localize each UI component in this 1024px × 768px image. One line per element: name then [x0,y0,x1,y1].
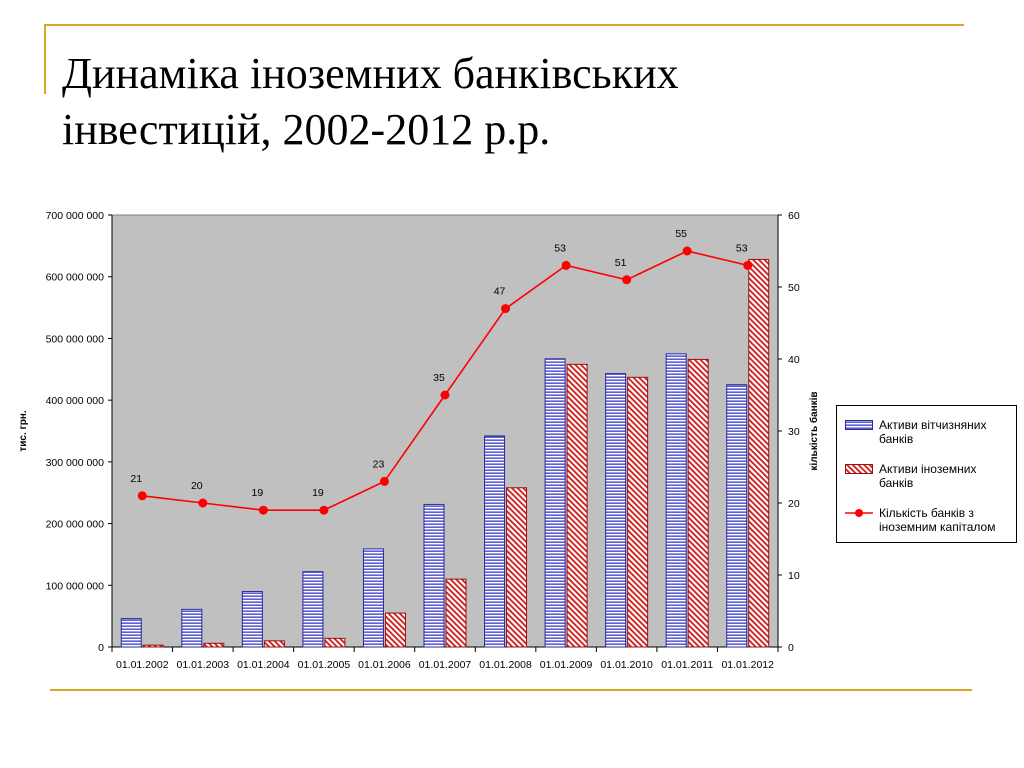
bar-domestic-assets [665,353,687,648]
chart-legend: Активи вітчизняних банків Активи іноземн… [836,405,1017,543]
bar-foreign-assets [566,363,588,648]
left-axis-tick-label: 700 000 000 [46,210,105,222]
bar-domestic-assets [120,618,142,648]
bar-foreign-assets [384,612,406,648]
point-bank-count [501,304,511,314]
bar-domestic-assets [544,358,566,648]
x-axis-tick-label: 01.01.2003 [177,659,230,671]
bar-domestic-assets [423,503,445,648]
bar-foreign-assets [687,358,709,648]
data-label-bank-count: 51 [615,257,627,269]
left-axis-tick-label: 300 000 000 [46,457,105,469]
data-label-bank-count: 55 [675,228,687,240]
right-axis-tick-label: 50 [788,282,800,294]
bar-domestic-assets [241,590,263,648]
data-label-bank-count: 23 [373,458,385,470]
data-label-bank-count: 20 [191,480,203,492]
point-bank-count [198,498,208,508]
bar-foreign-assets [445,578,467,648]
x-axis-tick-label: 01.01.2008 [479,659,532,671]
left-axis-title: тис. грн. [18,410,29,451]
point-bank-count [743,260,753,270]
x-axis-tick-label: 01.01.2004 [237,659,290,671]
x-axis-tick-label: 01.01.2005 [298,659,351,671]
bar-foreign-assets [142,644,164,648]
left-axis-tick-label: 600 000 000 [46,272,105,284]
left-rule [44,24,46,94]
right-axis-tick-label: 10 [788,570,800,582]
right-axis-tick-label: 20 [788,498,800,510]
title-line-1: Динаміка іноземних банківських [62,49,679,98]
point-bank-count [622,275,632,285]
x-axis-tick-label: 01.01.2002 [116,659,169,671]
left-axis-tick-label: 200 000 000 [46,519,105,531]
left-axis-tick-label: 0 [98,642,104,654]
right-axis-tick-label: 0 [788,642,794,654]
left-axis-tick-label: 500 000 000 [46,333,105,345]
right-axis-tick-label: 60 [788,210,800,222]
bar-foreign-assets [263,640,285,648]
legend-swatch-domestic [845,420,873,430]
x-axis-tick-label: 01.01.2012 [721,659,774,671]
bar-foreign-assets [627,376,649,648]
data-label-bank-count: 19 [252,487,264,499]
data-label-bank-count: 53 [554,242,566,254]
left-axis-tick-label: 400 000 000 [46,395,105,407]
bar-domestic-assets [181,608,203,648]
data-label-bank-count: 35 [433,372,445,384]
bar-domestic-assets [484,435,506,648]
bar-foreign-assets [506,487,528,648]
bar-domestic-assets [362,548,384,648]
point-bank-count [682,246,692,256]
bottom-rule [50,689,972,691]
title-line-2: інвестицій, 2002-2012 р.р. [62,105,551,154]
right-axis-tick-label: 30 [788,426,800,438]
point-bank-count [319,505,329,515]
legend-label-foreign: Активи іноземних банків [879,462,977,490]
bar-domestic-assets [302,571,324,648]
right-axis-title: кількість банків [808,391,820,470]
point-bank-count [258,505,268,515]
bar-foreign-assets [324,637,346,648]
bar-foreign-assets [748,258,770,648]
x-axis-tick-label: 01.01.2006 [358,659,411,671]
x-axis-tick-label: 01.01.2011 [661,659,713,671]
legend-swatch-foreign [845,464,873,474]
right-axis-tick-label: 40 [788,354,800,366]
left-axis-tick-label: 100 000 000 [46,580,105,592]
legend-label-domestic: Активи вітчизняних банків [879,418,987,446]
slide-title: Динаміка іноземних банківських інвестиці… [62,46,962,158]
x-axis-tick-label: 01.01.2009 [540,659,593,671]
bar-foreign-assets [203,642,225,648]
data-label-bank-count: 53 [736,242,748,254]
data-label-bank-count: 47 [494,286,506,298]
data-label-bank-count: 19 [312,487,324,499]
point-bank-count [440,390,450,400]
point-bank-count [561,260,571,270]
point-bank-count [379,476,389,486]
data-label-bank-count: 21 [130,473,142,485]
bar-domestic-assets [726,384,748,648]
x-axis-tick-label: 01.01.2010 [600,659,653,671]
top-rule [44,24,964,26]
x-axis-tick-label: 01.01.2007 [419,659,472,671]
bar-domestic-assets [605,373,627,648]
legend-label-bank-count: Кількість банків з іноземним капіталом [879,506,996,534]
point-bank-count [137,491,147,501]
legend-swatch-bank-count [845,509,873,517]
